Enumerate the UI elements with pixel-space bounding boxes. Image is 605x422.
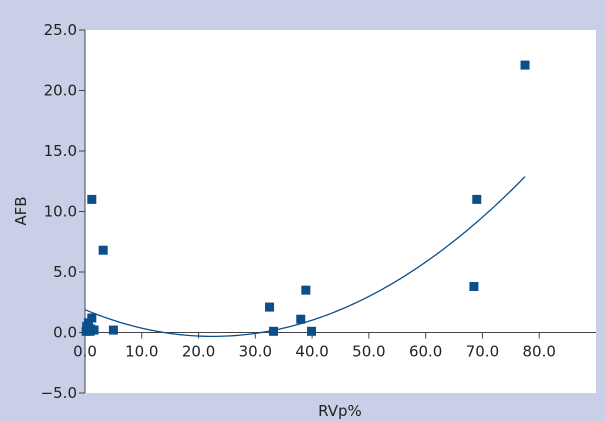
x-tick-label: 50.0 (352, 343, 385, 361)
x-tick-label: 30.0 (239, 343, 272, 361)
data-point (265, 302, 275, 312)
data-point (469, 282, 479, 292)
y-tick-label: −5.0 (41, 384, 77, 402)
x-tick-label: 70.0 (466, 343, 499, 361)
y-tick-label: 5.0 (53, 263, 77, 281)
x-tick-label: 10.0 (125, 343, 158, 361)
y-axis-ticks: −5.0 0.0 5.0 10.0 15.0 20.0 25.0 (41, 21, 85, 402)
data-point (296, 314, 306, 324)
data-point (301, 285, 311, 295)
y-tick-label: 20.0 (44, 82, 77, 100)
data-points (81, 60, 530, 336)
data-point (87, 194, 97, 204)
plot-area (85, 30, 596, 393)
x-axis-title: RVp% (318, 402, 362, 420)
data-point (98, 245, 108, 255)
x-tick-label: 60.0 (409, 343, 442, 361)
data-point (520, 60, 530, 70)
x-tick-label: 20.0 (182, 343, 215, 361)
y-tick-label: 25.0 (44, 21, 77, 39)
data-point (307, 326, 317, 336)
y-tick-label: 10.0 (44, 203, 77, 221)
x-tick-label: 40.0 (295, 343, 328, 361)
data-point (472, 194, 482, 204)
data-point (108, 325, 118, 335)
y-axis-title: AFB (12, 196, 30, 225)
data-point (89, 325, 99, 335)
x-tick-label: 80.0 (523, 343, 556, 361)
y-tick-label: 15.0 (44, 142, 77, 160)
x-axis-ticks: 0.0 10.0 20.0 30.0 40.0 50.0 60.0 70.0 80.0 (73, 332, 556, 361)
y-tick-label: 0.0 (53, 324, 77, 342)
data-point (83, 318, 93, 328)
data-point (87, 313, 97, 323)
data-point (269, 326, 278, 336)
